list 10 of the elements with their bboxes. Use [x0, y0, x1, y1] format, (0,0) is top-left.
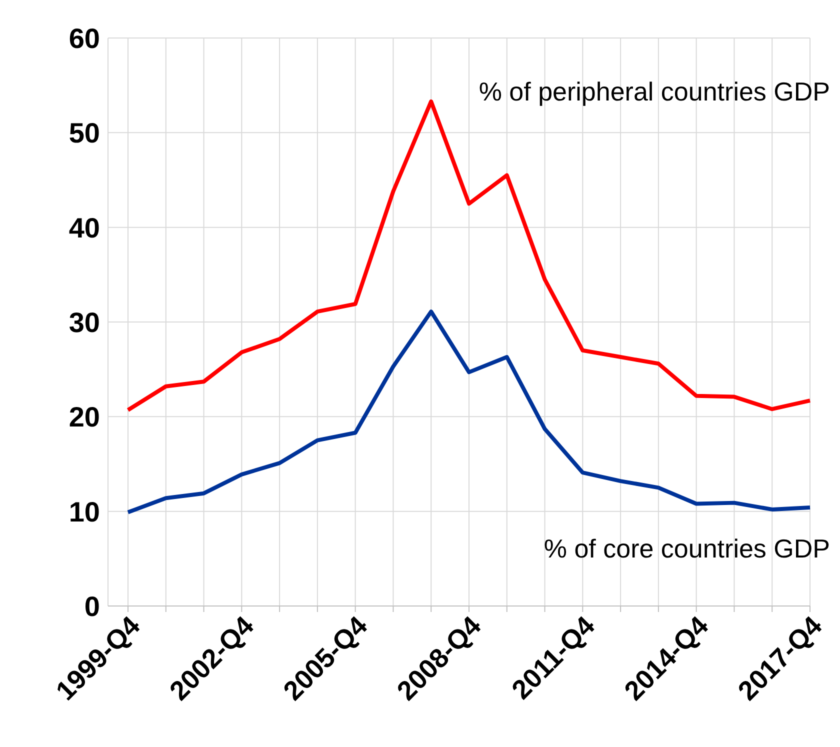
series-label: % of peripheral countries GDP — [478, 76, 830, 107]
series-label: % of core countries GDP — [544, 534, 830, 564]
y-tick-label: 10 — [68, 496, 100, 528]
y-tick-label: 0 — [84, 590, 100, 622]
y-tick-label: 30 — [68, 306, 100, 338]
y-tick-label: 40 — [68, 212, 100, 244]
y-tick-label: 20 — [68, 402, 100, 433]
line-series — [126, 310, 812, 514]
y-tick-label: 60 — [68, 22, 100, 54]
y-tick-label: 50 — [68, 118, 100, 149]
